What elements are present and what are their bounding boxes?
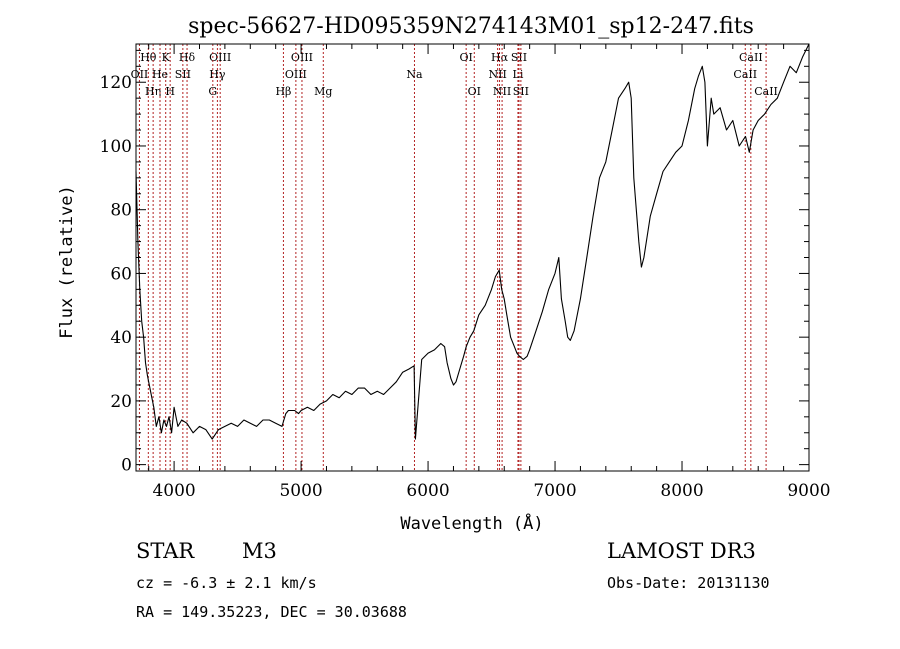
line-marker-label: OI xyxy=(468,85,481,98)
y-tick-label: 100 xyxy=(100,137,132,157)
line-marker-label: SII xyxy=(513,85,529,98)
x-tick-label: 4000 xyxy=(152,481,195,501)
object-type: STAR xyxy=(136,539,195,563)
line-marker-label: NII xyxy=(488,68,506,81)
x-tick-label: 8000 xyxy=(660,481,703,501)
y-tick-label: 40 xyxy=(110,328,132,348)
object-subclass: M3 xyxy=(242,539,277,563)
x-axis: 4000 5000 6000 7000 8000 9000 xyxy=(148,44,831,501)
line-marker-label: Hθ xyxy=(140,51,157,64)
series-layer xyxy=(135,43,810,440)
x-axis-label: Wavelength (Å) xyxy=(400,512,543,534)
emission-line-markers: Hθ OII Hη K He H Hδ SII OIII Hγ G Hβ OIII OIII Mg Na OI O… xyxy=(131,44,778,471)
coordinates: RA = 149.35223, DEC = 30.03688 xyxy=(136,603,407,621)
line-marker-label: OIII xyxy=(285,68,307,81)
x-tick-label: 7000 xyxy=(533,481,576,501)
y-axis: 0 20 40 60 80 100 120 xyxy=(100,49,809,476)
line-marker-label: NII xyxy=(493,85,511,98)
spectrum-line xyxy=(135,43,810,440)
line-marker-label: CaII xyxy=(754,85,778,98)
line-marker-label: CaII xyxy=(733,68,757,81)
y-tick-label: 120 xyxy=(100,73,132,93)
y-tick-label: 0 xyxy=(121,456,132,476)
y-axis-label: Flux (relative) xyxy=(57,185,77,339)
line-marker-label: SII xyxy=(175,68,191,81)
y-tick-label: 60 xyxy=(110,264,132,284)
chart-title: spec-56627-HD095359N274143M01_sp12-247.f… xyxy=(188,14,754,39)
line-marker-label: CaII xyxy=(739,51,763,64)
line-marker-label: Hγ xyxy=(209,68,226,81)
y-tick-label: 80 xyxy=(110,201,132,221)
line-marker-label: OII xyxy=(131,68,149,81)
line-marker-label: Hβ xyxy=(275,85,291,98)
line-marker-label: OIII xyxy=(291,51,313,64)
line-marker-label: Na xyxy=(406,68,423,81)
x-tick-label: 9000 xyxy=(787,481,830,501)
line-marker-label: Mg xyxy=(314,85,332,98)
spectrum-chart: spec-56627-HD095359N274143M01_sp12-247.f… xyxy=(57,14,831,534)
line-marker-label: SII xyxy=(511,51,527,64)
line-marker-label: Li xyxy=(513,68,524,81)
x-tick-label: 5000 xyxy=(279,481,322,501)
x-tick-label: 6000 xyxy=(406,481,449,501)
line-marker-label: G xyxy=(208,85,217,98)
line-marker-label: Hα xyxy=(491,51,509,64)
line-marker-label: He xyxy=(152,68,168,81)
line-marker-label: Hδ xyxy=(179,51,196,64)
y-tick-label: 20 xyxy=(110,392,132,412)
line-marker-label: Hη xyxy=(145,85,161,98)
line-marker-label: OIII xyxy=(209,51,231,64)
redshift-cz: cz = -6.3 ± 2.1 km/s xyxy=(136,574,317,592)
survey-name: LAMOST DR3 xyxy=(607,539,756,563)
line-marker-label: H xyxy=(165,85,175,98)
observation-date: Obs-Date: 20131130 xyxy=(607,574,770,592)
line-marker-label: K xyxy=(162,51,171,64)
line-marker-label: OI xyxy=(459,51,472,64)
plot-frame xyxy=(135,43,810,472)
